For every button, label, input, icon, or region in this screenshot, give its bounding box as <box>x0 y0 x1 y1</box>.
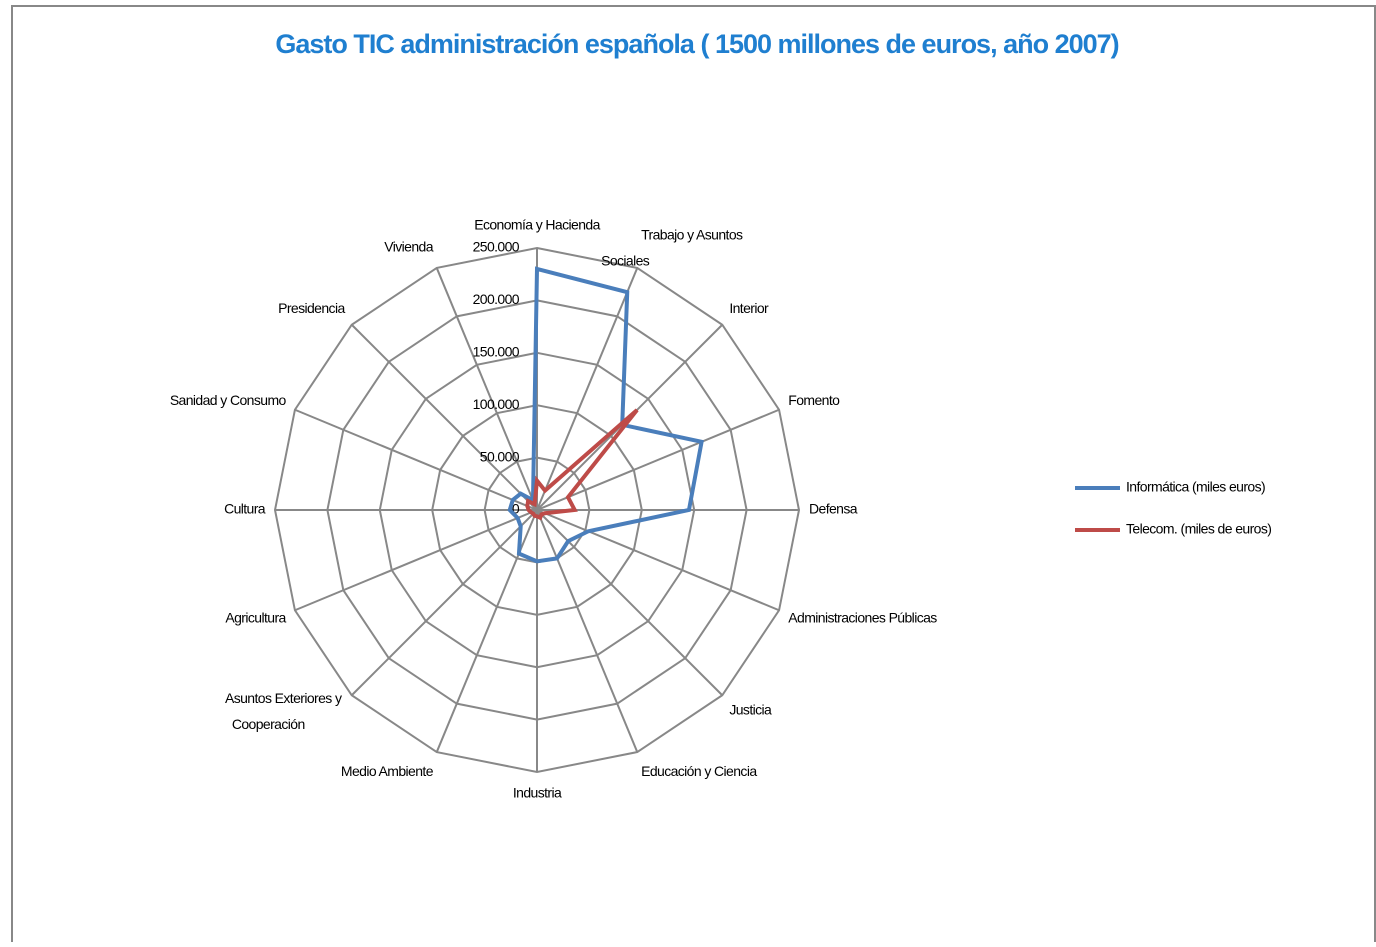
category-label: Educación y Ciencia <box>641 763 757 779</box>
label-line: Trabajo y Asuntos <box>641 226 746 242</box>
category-label: Presidencia <box>278 300 345 316</box>
r-tick-label: 250.000 <box>473 239 520 255</box>
r-tick-label: 100.000 <box>473 396 520 412</box>
spoke <box>536 267 639 511</box>
label-line: Asuntos Exteriores y <box>225 690 345 706</box>
category-label: Asuntos Exteriores y Cooperación <box>225 690 345 732</box>
chart-title: Gasto TIC administración española ( 1500… <box>275 29 1118 59</box>
grid-ring <box>378 351 696 669</box>
category-label: Interior <box>729 300 769 316</box>
spoke <box>536 408 780 511</box>
r-tick-label: 150.000 <box>473 344 520 360</box>
category-label: Trabajo y Asuntos Sociales <box>601 226 746 268</box>
category-label: Industria <box>513 785 562 801</box>
series-line <box>507 266 704 564</box>
category-label: Sanidad y Consumo <box>170 392 287 408</box>
spoke <box>294 408 538 511</box>
spoke <box>294 509 538 612</box>
grid-ring <box>273 246 801 774</box>
r-tick-label: 50.000 <box>480 448 520 464</box>
spoke <box>435 267 538 511</box>
spoke <box>536 509 639 753</box>
category-label: Cultura <box>224 501 266 517</box>
label-line: Sociales <box>601 252 650 268</box>
series-line <box>525 408 639 521</box>
grid-ring <box>326 299 748 721</box>
category-label: Defensa <box>809 501 858 517</box>
label-line: Cooperación <box>232 716 305 732</box>
spoke <box>351 324 538 511</box>
legend-label: Telecom. (miles de euros) <box>1126 521 1271 537</box>
category-label: Agricultura <box>225 609 286 625</box>
r-tick-label: 200.000 <box>473 291 520 307</box>
chart-frame <box>11 5 1376 947</box>
category-label: Medio Ambiente <box>341 763 434 779</box>
category-label: Fomento <box>788 392 840 408</box>
r-tick-label: 0 <box>512 501 520 517</box>
legend-label: Informática (miles euros) <box>1126 479 1265 495</box>
spoke <box>536 509 780 612</box>
category-label: Economía y Hacienda <box>474 217 600 233</box>
grid-ring <box>431 404 643 616</box>
category-label: Vivienda <box>384 238 433 254</box>
spoke <box>351 509 538 696</box>
category-label: Justicia <box>729 702 772 718</box>
category-label: Administraciones Públicas <box>788 609 937 625</box>
